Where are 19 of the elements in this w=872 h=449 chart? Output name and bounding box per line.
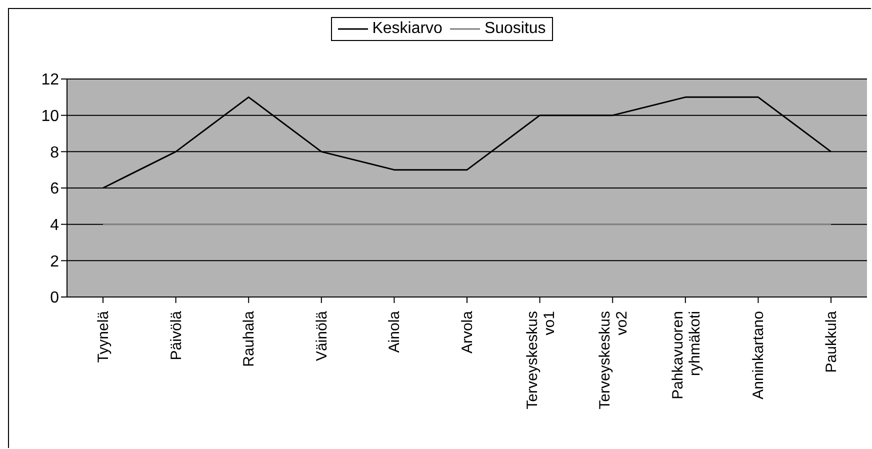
y-tick-label: 12 xyxy=(41,72,60,89)
legend-label: Suositus xyxy=(483,20,546,38)
y-tick-label: 8 xyxy=(50,144,60,162)
x-tick-label: Väinölä xyxy=(313,310,330,362)
x-tick-label: Rauhala xyxy=(240,310,258,367)
x-tick-label: Tyynelä xyxy=(95,310,112,363)
x-tick-label: Terveyskeskus vo2 xyxy=(596,311,631,410)
y-tick-label: 6 xyxy=(50,180,60,198)
x-tick-label: Anninkartano xyxy=(750,311,768,400)
x-tick-label: Ainola xyxy=(386,310,404,353)
legend-label: Keskiarvo xyxy=(371,20,442,38)
y-tick-label: 0 xyxy=(50,290,60,307)
x-tick-label: Paukkula xyxy=(823,310,840,373)
x-tick-label: Terveyskeskus vo1 xyxy=(524,311,558,410)
x-tick-label: Päivölä xyxy=(168,310,185,360)
y-tick-label: 4 xyxy=(50,217,60,234)
y-tick-label: 10 xyxy=(41,108,60,126)
x-tick-label: Arvola xyxy=(459,310,476,354)
y-tick-label: 2 xyxy=(50,253,60,270)
